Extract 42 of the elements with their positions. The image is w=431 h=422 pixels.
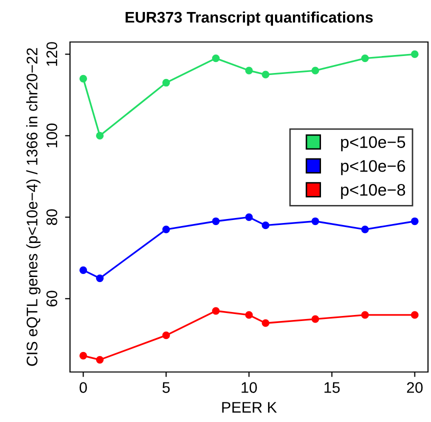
point: [311, 315, 320, 323]
point: [212, 54, 220, 62]
x-tick-label: 0: [80, 382, 87, 393]
x-tick-label: 5: [162, 382, 170, 393]
point: [361, 311, 369, 319]
y-tick-label: 120: [46, 42, 58, 66]
point: [212, 217, 220, 226]
legend-label: p<10e−6: [341, 160, 406, 176]
point: [262, 222, 270, 230]
point: [410, 217, 419, 226]
point: [162, 226, 170, 234]
point: [410, 311, 419, 319]
x-tick-label: 10: [242, 382, 257, 393]
point: [212, 307, 220, 315]
point: [361, 226, 369, 234]
point: [245, 66, 253, 74]
chart-title: EUR373 Transcript quantifications: [126, 11, 373, 26]
point: [79, 352, 88, 360]
point: [245, 213, 253, 222]
legend-label: p<10e−5: [341, 136, 406, 152]
point: [79, 74, 88, 82]
point: [311, 66, 320, 74]
point: [96, 274, 104, 282]
y-tick-label: 60: [46, 290, 58, 306]
point: [311, 217, 320, 226]
point: [79, 266, 88, 274]
x-tick-label: 15: [324, 382, 340, 393]
point: [262, 319, 270, 327]
legend-label: p<10e−8: [341, 184, 406, 200]
point: [96, 356, 104, 364]
x-axis-title: PEER K: [222, 402, 277, 413]
point: [162, 332, 170, 340]
y-axis-title: CIS eQTL genes (p<10e−4) / 1366 in chr20−22: [26, 48, 40, 366]
y-tick-label: 80: [46, 209, 58, 226]
point: [96, 132, 104, 140]
point: [162, 78, 170, 87]
y-tick-label: 100: [46, 124, 58, 148]
point: [410, 50, 419, 58]
point: [245, 311, 253, 319]
point: [361, 54, 369, 62]
point: [262, 70, 270, 78]
x-tick-label: 20: [407, 382, 423, 393]
